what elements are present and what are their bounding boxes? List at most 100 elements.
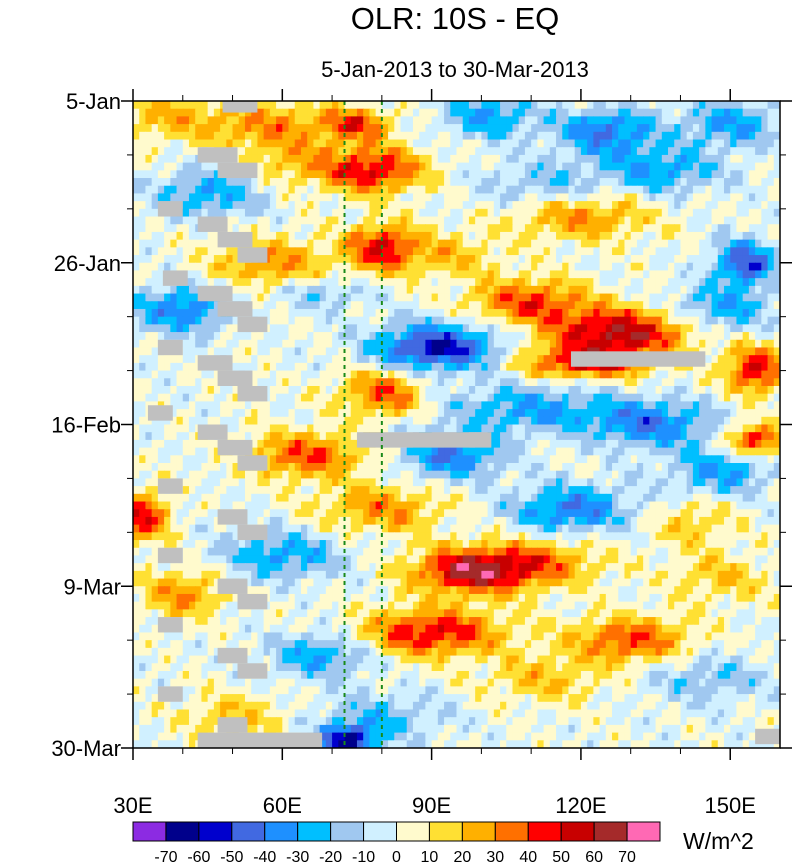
anomaly-cell <box>761 224 769 233</box>
anomaly-cell <box>263 162 271 171</box>
anomaly-cell <box>506 285 514 295</box>
anomaly-cell <box>244 332 252 341</box>
anomaly-cell <box>655 285 663 295</box>
anomaly-cell <box>487 247 495 256</box>
anomaly-cell <box>412 208 420 218</box>
anomaly-cell <box>531 124 538 133</box>
anomaly-cell <box>338 401 346 410</box>
anomaly-cell <box>736 424 744 433</box>
anomaly-cell <box>500 293 507 302</box>
anomaly-cell <box>400 393 408 402</box>
anomaly-cell <box>612 339 619 349</box>
anomaly-cell <box>518 362 526 372</box>
anomaly-cell <box>487 185 495 195</box>
anomaly-cell <box>313 432 321 441</box>
anomaly-cell <box>456 355 464 364</box>
anomaly-cell <box>350 293 358 302</box>
anomaly-cell <box>188 270 196 279</box>
anomaly-cell <box>444 293 451 302</box>
anomaly-cell <box>213 339 221 349</box>
anomaly-cell <box>157 124 165 133</box>
anomaly-cell <box>655 308 663 318</box>
anomaly-cell <box>699 293 706 302</box>
anomaly-cell <box>518 170 526 179</box>
anomaly-cell <box>543 178 551 187</box>
anomaly-cell <box>325 332 333 341</box>
anomaly-cell <box>269 401 277 410</box>
anomaly-cell <box>537 301 545 310</box>
anomaly-cell <box>226 409 234 418</box>
anomaly-cell <box>350 355 358 364</box>
anomaly-cell <box>170 101 178 110</box>
anomaly-cell <box>394 293 402 302</box>
anomaly-cell <box>338 247 346 256</box>
anomaly-cell <box>562 409 570 418</box>
anomaly-cell <box>773 301 780 310</box>
anomaly-cell <box>686 278 694 287</box>
anomaly-cell <box>188 216 196 225</box>
anomaly-cell <box>531 201 538 210</box>
anomaly-cell <box>755 463 762 472</box>
anomaly-cell <box>276 131 283 141</box>
anomaly-cell <box>201 255 209 264</box>
anomaly-cell <box>195 455 203 464</box>
anomaly-cell <box>636 301 644 310</box>
anomaly-cell <box>730 463 738 472</box>
anomaly-cell <box>437 154 445 164</box>
anomaly-cell <box>518 124 526 133</box>
anomaly-cell <box>599 224 607 233</box>
anomaly-cell <box>213 416 221 426</box>
anomaly-cell <box>699 262 706 272</box>
anomaly-cell <box>531 439 538 449</box>
anomaly-cell <box>369 108 377 117</box>
anomaly-cell <box>742 455 750 464</box>
anomaly-cell <box>549 278 557 287</box>
anomaly-cell <box>761 385 769 395</box>
anomaly-cell <box>269 278 277 287</box>
anomaly-cell <box>412 108 420 117</box>
anomaly-cell <box>487 339 495 349</box>
anomaly-cell <box>475 393 482 402</box>
anomaly-cell <box>761 193 769 202</box>
anomaly-cell <box>170 170 178 179</box>
anomaly-cell <box>543 378 551 387</box>
anomaly-cell <box>381 262 389 272</box>
anomaly-cell <box>537 116 545 125</box>
anomaly-cell <box>307 247 315 256</box>
anomaly-cell <box>661 216 669 225</box>
anomaly-cell <box>157 370 165 379</box>
anomaly-cell <box>755 185 762 195</box>
anomaly-cell <box>176 332 184 341</box>
anomaly-cell <box>356 170 364 179</box>
anomaly-cell <box>412 370 420 379</box>
anomaly-cell <box>381 447 389 456</box>
anomaly-cell <box>164 301 171 310</box>
anomaly-cell <box>500 455 507 464</box>
anomaly-cell <box>761 208 769 218</box>
anomaly-cell <box>133 401 140 410</box>
anomaly-cell <box>350 447 358 456</box>
anomaly-cell <box>531 255 538 264</box>
anomaly-cell <box>475 370 482 379</box>
anomaly-cell <box>593 339 601 349</box>
anomaly-cell <box>319 401 327 410</box>
anomaly-cell <box>207 162 215 171</box>
anomaly-cell <box>139 255 147 264</box>
anomaly-cell <box>686 301 694 310</box>
anomaly-cell <box>425 378 433 387</box>
anomaly-cell <box>686 224 694 233</box>
anomaly-cell <box>680 463 688 472</box>
anomaly-cell <box>344 424 352 433</box>
anomaly-cell <box>425 409 433 418</box>
anomaly-cell <box>195 139 203 148</box>
anomaly-cell <box>686 370 694 379</box>
anomaly-cell <box>325 170 333 179</box>
anomaly-cell <box>649 247 657 256</box>
anomaly-cell <box>294 193 302 202</box>
anomaly-cell <box>612 308 619 318</box>
anomaly-cell <box>238 147 246 156</box>
anomaly-cell <box>388 409 395 418</box>
anomaly-cell <box>643 385 650 395</box>
anomaly-cell <box>294 255 302 264</box>
anomaly-cell <box>400 124 408 133</box>
